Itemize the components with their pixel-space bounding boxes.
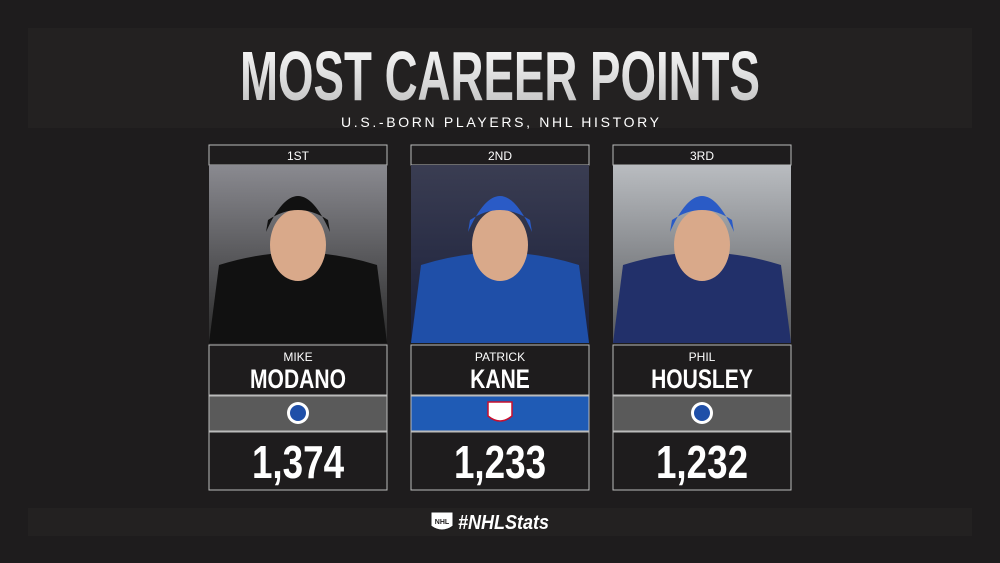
player-body xyxy=(411,252,589,343)
points: 1,374 xyxy=(252,436,344,488)
name-box xyxy=(410,344,590,396)
nhl-logo-text: NHL xyxy=(435,519,450,526)
title: MOST CAREER POINTS xyxy=(240,37,760,115)
last-name: KANE xyxy=(470,364,530,394)
last-name: MODANO xyxy=(250,364,346,394)
rank: 3RD xyxy=(690,149,714,163)
hof-logo-inner xyxy=(290,405,306,421)
name-box xyxy=(208,344,388,396)
points: 1,233 xyxy=(454,436,546,488)
rank: 2ND xyxy=(488,149,512,163)
player-body xyxy=(613,252,791,343)
team-logo xyxy=(487,401,513,422)
name-box xyxy=(612,344,792,396)
points-box xyxy=(612,431,792,491)
first-name: PATRICK xyxy=(475,350,525,364)
first-name: MIKE xyxy=(283,350,312,364)
header-band xyxy=(28,28,972,128)
points: 1,232 xyxy=(656,436,748,488)
player-face xyxy=(674,209,730,281)
player-helmet xyxy=(670,196,734,232)
footer: NHL #NHLStats xyxy=(430,511,549,534)
nhl-shield xyxy=(430,511,454,531)
points-box xyxy=(208,431,388,491)
player-body xyxy=(209,252,387,343)
rank: 1ST xyxy=(287,149,310,163)
footer-band xyxy=(28,508,972,536)
last-name: HOUSLEY xyxy=(651,364,753,394)
first-name: PHIL xyxy=(689,350,716,364)
player-face xyxy=(472,209,528,281)
player-helmet xyxy=(468,196,532,232)
player-helmet xyxy=(266,196,330,232)
hof-logo-inner xyxy=(694,405,710,421)
hashtag: #NHLStats xyxy=(458,512,549,534)
points-box xyxy=(410,431,590,491)
player-face xyxy=(270,209,326,281)
